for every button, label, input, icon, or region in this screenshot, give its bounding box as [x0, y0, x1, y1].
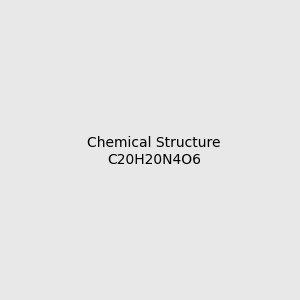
Text: Chemical Structure
C20H20N4O6: Chemical Structure C20H20N4O6: [87, 136, 220, 166]
